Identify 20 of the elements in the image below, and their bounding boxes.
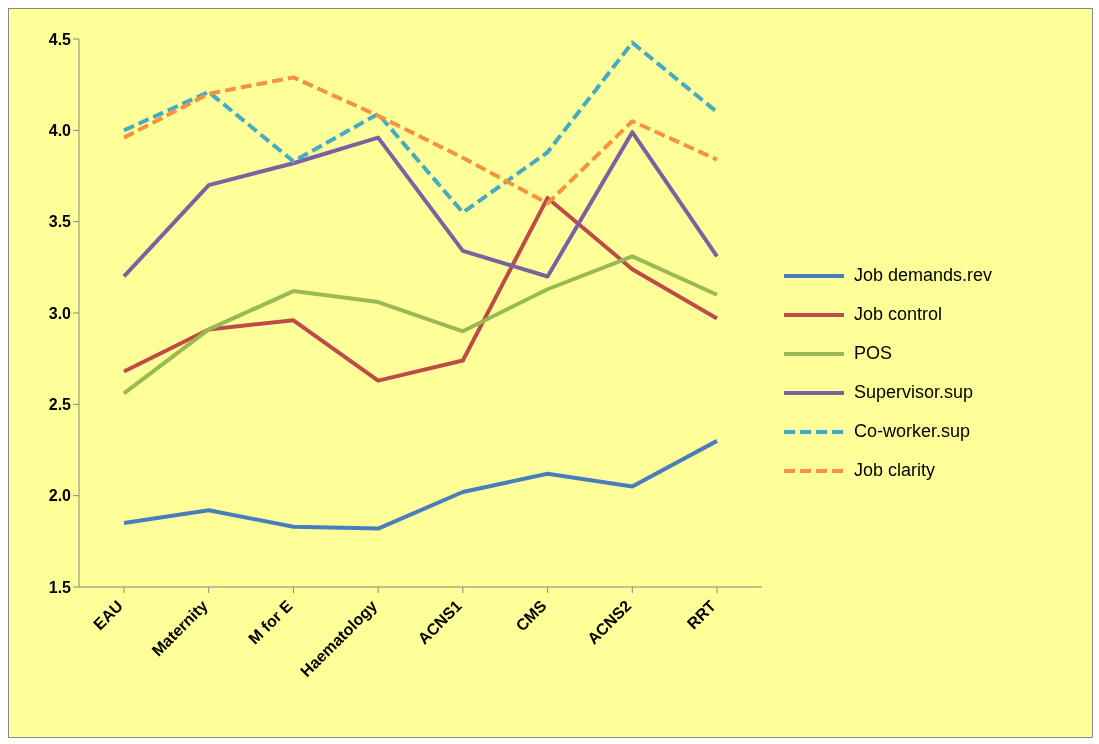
- line-series: [122, 438, 719, 531]
- y-tick-label: 2.0: [48, 487, 72, 505]
- legend-label: Job demands.rev: [854, 265, 993, 286]
- y-tick-label: 4.5: [48, 30, 72, 48]
- legend-label: Supervisor.sup: [854, 382, 974, 403]
- line-series: [122, 75, 719, 206]
- line-series: [122, 195, 719, 383]
- y-tick-label: 3.5: [48, 213, 72, 231]
- y-tick-label: 3.0: [48, 304, 72, 322]
- legend-label: Job clarity: [854, 460, 936, 481]
- y-tick-label: 1.5: [48, 578, 72, 596]
- y-tick-label: 4.0: [48, 122, 72, 140]
- x-tick-label: M for E: [245, 596, 296, 648]
- legend-label: Job control: [854, 304, 943, 325]
- y-tick-label: 2.5: [48, 396, 72, 414]
- line-series: [122, 254, 719, 396]
- line-series: [122, 130, 719, 279]
- line-series: [122, 40, 719, 215]
- legend-label: Co-worker.sup: [854, 421, 971, 442]
- legend-label: POS: [854, 343, 893, 364]
